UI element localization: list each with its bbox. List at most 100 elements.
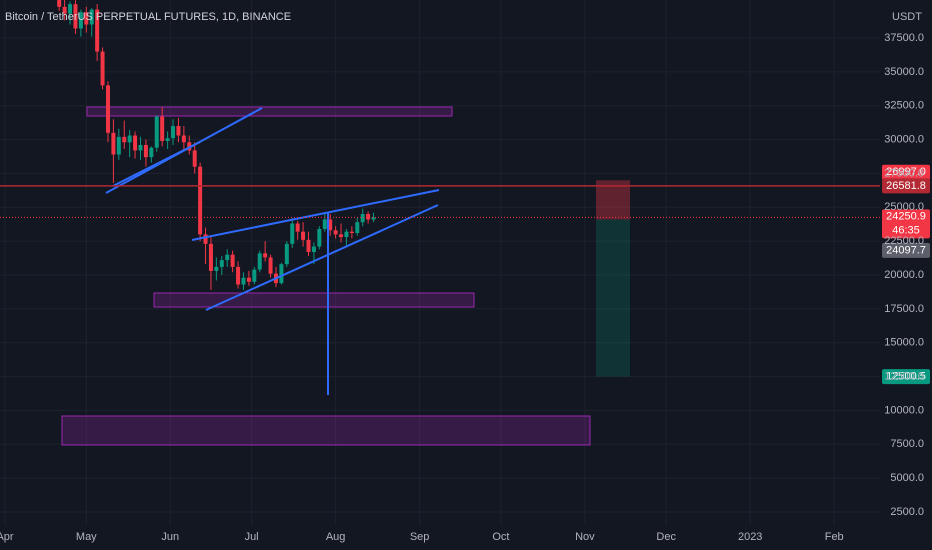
candle-body — [208, 243, 213, 271]
price-tag-label: 24097.7 — [886, 244, 926, 256]
candle-body — [311, 246, 316, 252]
candle-body — [268, 257, 273, 274]
x-tick-label: May — [76, 531, 97, 543]
candle-body — [284, 243, 289, 265]
candle-body — [73, 4, 78, 29]
candle-body — [301, 231, 306, 240]
x-tick-label: Oct — [492, 531, 509, 543]
candle-body — [263, 253, 268, 258]
candle-body — [176, 126, 181, 136]
y-tick-label: 12500.0 — [884, 370, 924, 382]
price-tag — [882, 369, 930, 385]
chart-title: Bitcoin / TetherUS PERPETUAL FUTURES, 1D… — [5, 11, 291, 23]
price-tag-label: 26581.8 — [886, 180, 926, 192]
candle-body — [165, 138, 170, 141]
candle-body — [62, 6, 67, 14]
candle-body — [78, 12, 83, 29]
candle-body — [181, 135, 186, 143]
candle-body — [339, 234, 344, 238]
grid — [0, 0, 880, 525]
price-tag — [882, 209, 930, 239]
axes: 2500.0 5000.0 7500.0 10000.0 12500.0 15000.0 1… — [0, 32, 924, 543]
candle-body — [219, 260, 224, 267]
y-tick-label: 32500.0 — [884, 100, 924, 112]
y-tick-label: 5000.0 — [890, 472, 924, 484]
candle-body — [214, 266, 219, 271]
zone — [153, 292, 475, 308]
candle-body — [371, 217, 376, 220]
zone — [61, 415, 591, 446]
candle-body — [84, 12, 89, 25]
trend-lines — [105, 107, 440, 395]
candle-body — [257, 253, 262, 270]
x-tick-label: Sep — [410, 531, 430, 543]
candle-body — [154, 116, 159, 148]
candle-body — [192, 150, 197, 167]
x-tick-label: Jul — [245, 531, 259, 543]
candle-body — [100, 51, 105, 86]
y-tick-label: 20000.0 — [884, 269, 924, 281]
candle-body — [57, 0, 62, 7]
candle-body — [236, 266, 241, 285]
candle-body — [89, 9, 94, 25]
trend-line — [205, 204, 439, 311]
candle-body — [317, 228, 322, 247]
position-tool — [596, 180, 630, 377]
candle-body — [138, 144, 143, 151]
price-tag — [882, 164, 930, 180]
candle-body — [290, 223, 295, 244]
x-tick-label: Apr — [0, 531, 14, 543]
y-tick-label: 10000.0 — [884, 404, 924, 416]
drawings — [61, 106, 591, 446]
stop-zone — [596, 180, 630, 220]
y-tick-label: 35000.0 — [884, 66, 924, 78]
x-tick-label: 2023 — [738, 531, 762, 543]
x-tick-label: Aug — [326, 531, 346, 543]
candle-body — [225, 254, 230, 261]
x-tick-label: Nov — [575, 531, 595, 543]
candle-body — [116, 136, 121, 155]
y-tick-label: 37500.0 — [884, 32, 924, 44]
price-tag-label: 24250.9 — [886, 210, 926, 222]
candle-body — [241, 277, 246, 285]
candle-body — [198, 166, 203, 235]
candle-body — [122, 136, 127, 143]
candle-body — [349, 231, 354, 234]
candle-body — [111, 132, 116, 155]
y-tick-label: 17500.0 — [884, 303, 924, 315]
x-tick-label: Jun — [161, 531, 179, 543]
candle-body — [328, 219, 333, 231]
candle-body — [306, 239, 311, 252]
candle-body — [68, 4, 73, 14]
candle-body — [230, 254, 235, 267]
y-tick-label: 7500.0 — [890, 438, 924, 450]
candle-body — [295, 223, 300, 232]
candle-body — [279, 264, 284, 284]
candle-body — [246, 277, 251, 282]
x-tick-label: Dec — [656, 531, 676, 543]
candle-body — [133, 135, 138, 151]
candle-body — [143, 144, 148, 158]
price-tag — [882, 242, 930, 258]
price-tag-label: 26997.0 — [886, 166, 926, 178]
candle-body — [355, 222, 360, 234]
candle-body — [95, 9, 100, 52]
candle-body — [366, 214, 371, 220]
y-unit: USDT — [892, 11, 922, 23]
candle-body — [149, 147, 154, 158]
y-tick-label: 25000.0 — [884, 201, 924, 213]
price-tag-label: 12500.5 — [886, 370, 926, 382]
candles — [57, 0, 376, 290]
countdown: 46:35 — [892, 224, 920, 236]
y-tick-label: 30000.0 — [884, 133, 924, 145]
candle-body — [344, 231, 349, 238]
candle-body — [252, 269, 257, 282]
zone — [86, 106, 453, 117]
candle-body — [322, 219, 327, 229]
candle-body — [360, 214, 365, 223]
candle-body — [105, 85, 110, 133]
candle-body — [160, 116, 165, 141]
candle-body — [171, 126, 176, 139]
